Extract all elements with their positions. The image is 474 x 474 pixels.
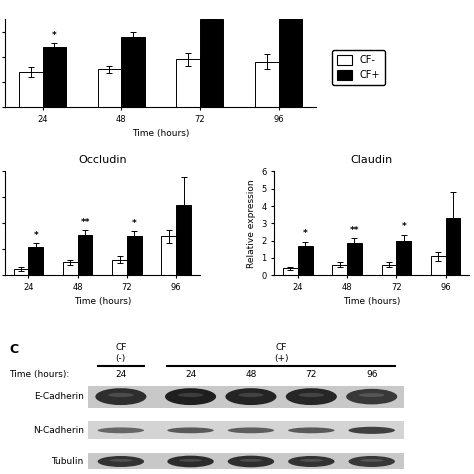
Text: C: C [9, 344, 18, 356]
Ellipse shape [108, 393, 134, 397]
Text: 72: 72 [306, 370, 317, 379]
FancyBboxPatch shape [88, 421, 404, 439]
Bar [382, 265, 396, 275]
Text: CF
(+): CF (+) [274, 344, 288, 363]
Ellipse shape [228, 428, 274, 433]
Text: *: * [33, 231, 38, 240]
Text: **: ** [80, 219, 90, 228]
Ellipse shape [299, 393, 324, 397]
Text: N-Cadherin: N-Cadherin [33, 426, 84, 435]
Text: *: * [401, 222, 406, 231]
Bar [127, 237, 142, 275]
Bar [162, 237, 176, 275]
Bar [112, 260, 127, 275]
Text: CF
(-): CF (-) [115, 344, 127, 363]
Ellipse shape [360, 459, 383, 462]
Ellipse shape [167, 456, 214, 467]
Bar [14, 269, 28, 275]
Bar [347, 243, 362, 275]
Bar [283, 268, 298, 275]
Bar [63, 262, 78, 275]
Text: 96: 96 [366, 370, 377, 379]
X-axis label: Time (hours): Time (hours) [132, 129, 189, 138]
Ellipse shape [167, 428, 214, 433]
Bar [431, 256, 446, 275]
Bar [446, 218, 460, 275]
X-axis label: Time (hours): Time (hours) [73, 297, 131, 306]
Bar [298, 246, 312, 275]
Text: Time (hours):: Time (hours): [9, 370, 70, 379]
Ellipse shape [348, 456, 395, 467]
Bar [78, 235, 92, 275]
X-axis label: Time (hours): Time (hours) [343, 297, 401, 306]
Ellipse shape [109, 459, 132, 462]
Bar [396, 241, 411, 275]
Bar [255, 62, 279, 107]
Legend: CF-, CF+: CF-, CF+ [332, 50, 385, 85]
Text: 24: 24 [185, 370, 196, 379]
Text: *: * [132, 219, 137, 228]
Text: E-Cadherin: E-Cadherin [34, 392, 84, 401]
Ellipse shape [98, 428, 144, 433]
Bar [43, 46, 66, 107]
FancyBboxPatch shape [88, 386, 404, 408]
FancyBboxPatch shape [88, 453, 404, 470]
Ellipse shape [228, 456, 274, 467]
Bar [176, 59, 200, 107]
Text: Tubulin: Tubulin [52, 457, 84, 466]
Ellipse shape [178, 393, 203, 397]
Bar [279, 11, 302, 107]
Ellipse shape [348, 427, 395, 434]
Text: 48: 48 [245, 370, 256, 379]
Ellipse shape [300, 459, 323, 462]
Ellipse shape [239, 459, 263, 462]
Ellipse shape [286, 388, 337, 405]
Bar [332, 265, 347, 275]
Text: *: * [52, 31, 57, 40]
Y-axis label: Relative expression: Relative expression [246, 179, 255, 268]
Title: Occludin: Occludin [78, 155, 127, 165]
Ellipse shape [288, 428, 335, 433]
Title: Claudin: Claudin [351, 155, 393, 165]
Ellipse shape [288, 456, 335, 467]
Bar [121, 36, 145, 107]
Bar [176, 205, 191, 275]
Bar [28, 246, 43, 275]
Bar [19, 72, 43, 107]
Ellipse shape [95, 388, 146, 405]
Ellipse shape [226, 388, 276, 405]
Ellipse shape [179, 459, 202, 462]
Text: **: ** [350, 226, 359, 235]
Text: 24: 24 [115, 370, 127, 379]
Ellipse shape [238, 393, 264, 397]
Ellipse shape [346, 389, 397, 404]
Ellipse shape [165, 388, 216, 405]
Text: *: * [303, 229, 308, 238]
Ellipse shape [98, 456, 144, 467]
Bar [200, 19, 223, 107]
Bar [98, 69, 121, 107]
Ellipse shape [359, 393, 384, 397]
